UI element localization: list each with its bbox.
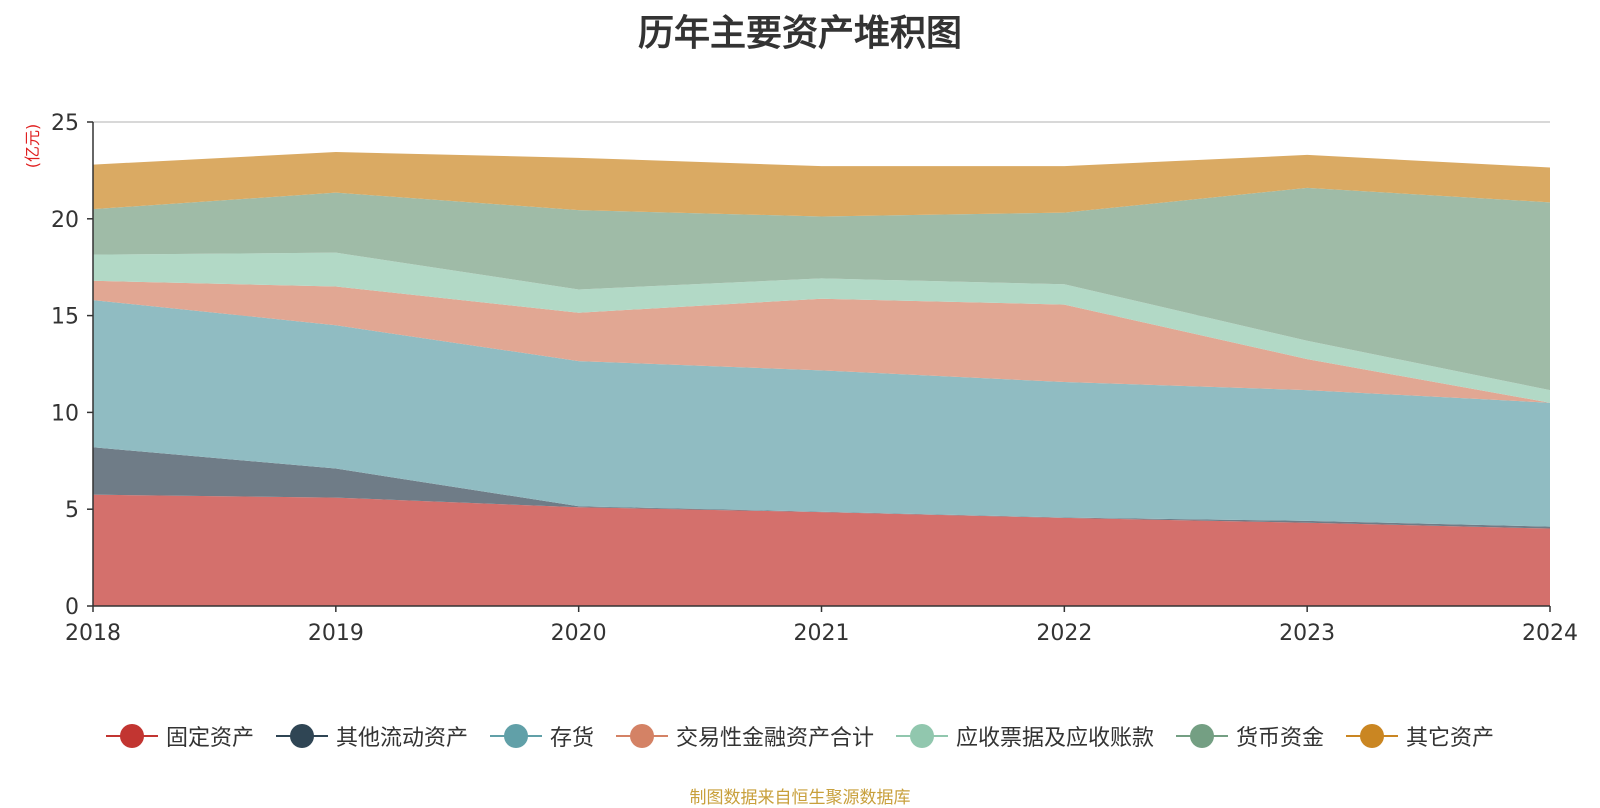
area-series-4[interactable] — [93, 252, 1550, 403]
area-series-3[interactable] — [93, 280, 1550, 403]
y-tick-label: 15 — [51, 305, 79, 330]
y-axis-unit-label: (亿元) — [23, 124, 42, 169]
legend-label: 其他流动资产 — [335, 726, 468, 751]
legend-marker-icon — [489, 723, 542, 749]
area-series-layer — [93, 152, 1550, 606]
legend-label: 货币资金 — [1236, 726, 1325, 751]
legend-marker-icon — [275, 723, 328, 749]
legend-label: 应收票据及应收账款 — [956, 726, 1155, 751]
x-tick-label: 2023 — [1279, 621, 1335, 646]
area-series-5[interactable] — [93, 187, 1550, 391]
y-tick-label: 5 — [65, 498, 79, 523]
legend-marker-icon — [896, 723, 948, 749]
legend-label: 存货 — [549, 726, 594, 751]
legend: 固定资产 其他流动资产 存货 交易性金融资产合计 应收票据及应收账款 货币资金 其它资产 — [0, 720, 1600, 752]
legend-item[interactable]: 存货 — [489, 720, 594, 752]
area-series-6[interactable] — [93, 152, 1550, 217]
source-note: 制图数据来自恒生聚源数据库 — [689, 788, 911, 808]
axes: 0 5 10 15 20 25 2018 2019 2020 2021 2022 2023 2024 — [51, 111, 1578, 646]
area-series-0[interactable] — [93, 494, 1550, 606]
legend-item[interactable]: 货币资金 — [1176, 720, 1324, 752]
legend-item[interactable]: 应收票据及应收账款 — [896, 720, 1154, 752]
x-tick-label: 2020 — [551, 621, 607, 646]
legend-label: 交易性金融资产合计 — [675, 726, 874, 751]
legend-item[interactable]: 交易性金融资产合计 — [615, 720, 874, 752]
legend-item[interactable]: 其他流动资产 — [275, 720, 468, 752]
legend-marker-icon — [105, 723, 158, 749]
x-tick-label: 2024 — [1522, 621, 1578, 646]
legend-marker-icon — [1346, 723, 1399, 749]
legend-item[interactable]: 其它资产 — [1346, 720, 1494, 752]
x-tick-label: 2018 — [65, 621, 121, 646]
legend-item[interactable]: 固定资产 — [105, 720, 254, 752]
x-tick-label: 2021 — [794, 621, 850, 646]
legend-label: 固定资产 — [165, 726, 254, 751]
x-tick-label: 2022 — [1036, 621, 1092, 646]
chart-title: 历年主要资产堆积图 — [637, 13, 962, 54]
legend-marker-icon — [615, 723, 668, 749]
y-tick-label: 25 — [51, 111, 79, 136]
x-tick-label: 2019 — [308, 621, 364, 646]
area-series-1[interactable] — [93, 447, 1550, 529]
y-tick-label: 10 — [51, 401, 79, 426]
y-tick-label: 0 — [65, 595, 79, 620]
legend-label: 其它资产 — [1406, 726, 1495, 751]
y-tick-label: 20 — [51, 208, 79, 233]
area-series-2[interactable] — [93, 300, 1550, 527]
legend-marker-icon — [1176, 723, 1229, 749]
